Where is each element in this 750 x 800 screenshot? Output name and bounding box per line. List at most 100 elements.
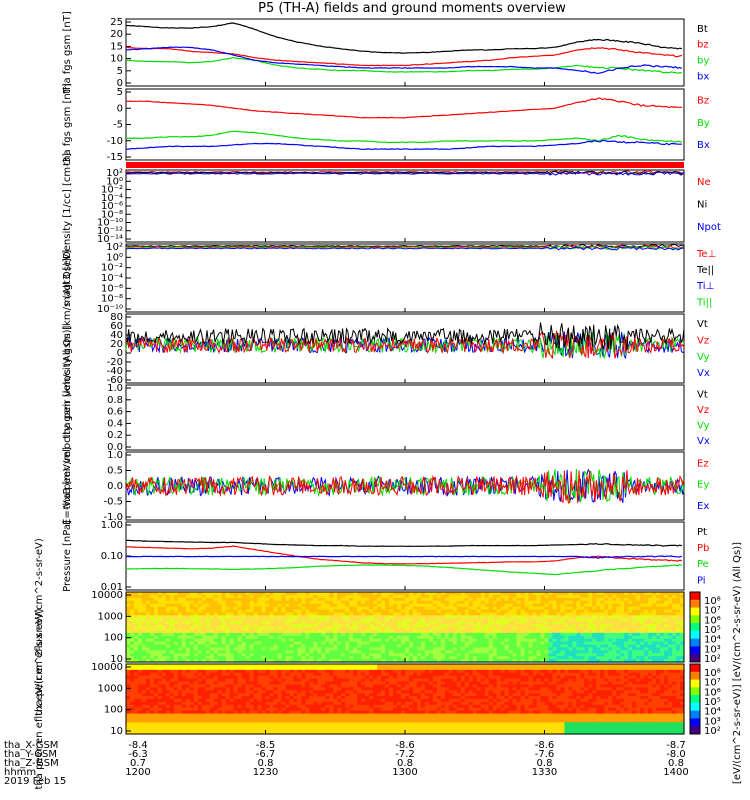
spectrogram-cell — [620, 650, 625, 654]
spectrogram-cell — [321, 716, 326, 721]
spectrogram-cell — [632, 627, 637, 631]
spectrogram-cell — [209, 664, 215, 668]
spectrogram-cell — [173, 675, 179, 680]
spectrogram-cell — [624, 600, 629, 605]
spectrogram-cell — [141, 647, 147, 651]
spectrogram-cell — [424, 612, 430, 616]
spectrogram-cell — [329, 594, 334, 599]
spectrogram-cell — [229, 647, 235, 651]
spectrogram-cell — [261, 710, 267, 715]
spectrogram-cell — [365, 635, 370, 640]
spectrogram-cell — [588, 656, 593, 660]
spectrogram-cell — [277, 606, 283, 611]
spectrogram-cell — [628, 638, 633, 643]
spectrogram-cell — [412, 644, 418, 649]
spectrogram-cell — [556, 594, 562, 599]
spectrogram-cell — [472, 650, 478, 654]
spectrogram-cell — [153, 627, 159, 631]
spectrogram-cell — [333, 666, 338, 671]
spectrogram-cell — [512, 656, 518, 660]
spectrogram-cell — [126, 618, 131, 622]
spectrogram-cell — [588, 635, 593, 640]
spectrogram-cell — [209, 644, 215, 649]
spectrogram-cell — [153, 716, 159, 721]
spectrogram-cell — [552, 592, 558, 596]
spectrogram-cell — [217, 716, 223, 721]
spectrogram-cell — [145, 624, 151, 628]
spectrogram-cell — [341, 638, 346, 643]
spectrogram-cell — [137, 635, 143, 640]
spectrogram-cell — [137, 606, 143, 611]
spectrogram-cell — [329, 600, 334, 605]
spectrogram-cell — [209, 678, 215, 683]
spectrogram-cell — [329, 647, 334, 651]
spectrogram-cell — [580, 624, 585, 628]
spectrogram-cell — [385, 638, 390, 643]
spectrogram-cell — [145, 609, 151, 614]
spectrogram-cell — [373, 600, 378, 605]
spectrogram-cell — [149, 618, 155, 622]
spectrogram-cell — [612, 624, 617, 628]
spectrogram-cell — [452, 653, 458, 657]
spectrogram-cell — [556, 632, 562, 637]
spectrogram-cell — [592, 609, 597, 614]
spectrogram-cell — [672, 629, 677, 634]
spectrogram-cell — [245, 606, 251, 611]
spectrogram-cell — [660, 647, 665, 651]
spectrogram-cell — [233, 710, 239, 715]
spectrogram-cell — [536, 656, 542, 660]
spectrogram-cell — [213, 710, 219, 715]
spectrogram-cell — [165, 594, 171, 599]
spectrogram-cell — [341, 710, 346, 715]
spectrogram-cell — [181, 672, 187, 677]
spectrogram-cell — [273, 615, 279, 619]
spectrogram-cell — [660, 592, 665, 596]
spectrogram-cell — [580, 641, 585, 646]
spectrogram-cell — [221, 650, 227, 654]
spectrogram-cell — [329, 659, 334, 663]
spectrogram-cell — [512, 615, 518, 619]
spectrogram-cell — [676, 629, 681, 634]
spectrogram-cell — [201, 612, 207, 616]
spectrogram-cell — [269, 672, 275, 677]
spectrogram-cell — [377, 618, 382, 622]
spectrogram-cell — [225, 713, 231, 718]
spectrogram-cell — [536, 627, 542, 631]
spectrogram-cell — [217, 647, 223, 651]
spectrogram-cell — [676, 627, 681, 631]
spectrogram-cell — [548, 627, 554, 631]
spectrogram-cell — [217, 713, 223, 718]
spectrogram-cell — [305, 713, 310, 718]
spectrogram-cell — [540, 629, 546, 634]
panel-ylabel: tha fgs gsm [nT] — [62, 83, 73, 166]
spectrogram-cell — [357, 638, 362, 643]
spectrogram-cell — [536, 635, 542, 640]
spectrogram-cell — [141, 656, 147, 660]
spectrogram-cell — [173, 707, 179, 712]
spectrogram-cell — [229, 632, 235, 637]
spectrogram-cell — [209, 632, 215, 637]
spectrogram-cell — [269, 704, 275, 709]
spectrogram-cell — [544, 609, 550, 614]
spectrogram-cell — [281, 659, 287, 663]
spectrogram-cell — [321, 638, 326, 643]
spectrogram-cell — [412, 638, 418, 643]
spectrogram-cell — [269, 681, 275, 686]
spectrogram-cell — [636, 644, 641, 649]
spectrogram-cell — [189, 725, 195, 729]
spectrogram-cell — [153, 618, 159, 622]
spectrogram-cell — [436, 638, 442, 643]
spectrogram-cell — [201, 684, 207, 688]
spectrogram-cell — [420, 609, 426, 614]
spectrogram-cell — [540, 638, 546, 643]
spectrogram-cell — [504, 629, 510, 634]
spectrogram-cell — [313, 644, 318, 649]
spectrogram-cell — [213, 627, 219, 631]
spectrogram-cell — [305, 612, 310, 616]
spectrogram-cell — [576, 606, 581, 611]
spectrogram-cell — [405, 609, 410, 614]
spectrogram-cell — [209, 600, 215, 605]
y-tick-label: 1.00 — [101, 520, 123, 531]
spectrogram-cell — [444, 653, 450, 657]
spectrogram-cell — [221, 659, 227, 663]
